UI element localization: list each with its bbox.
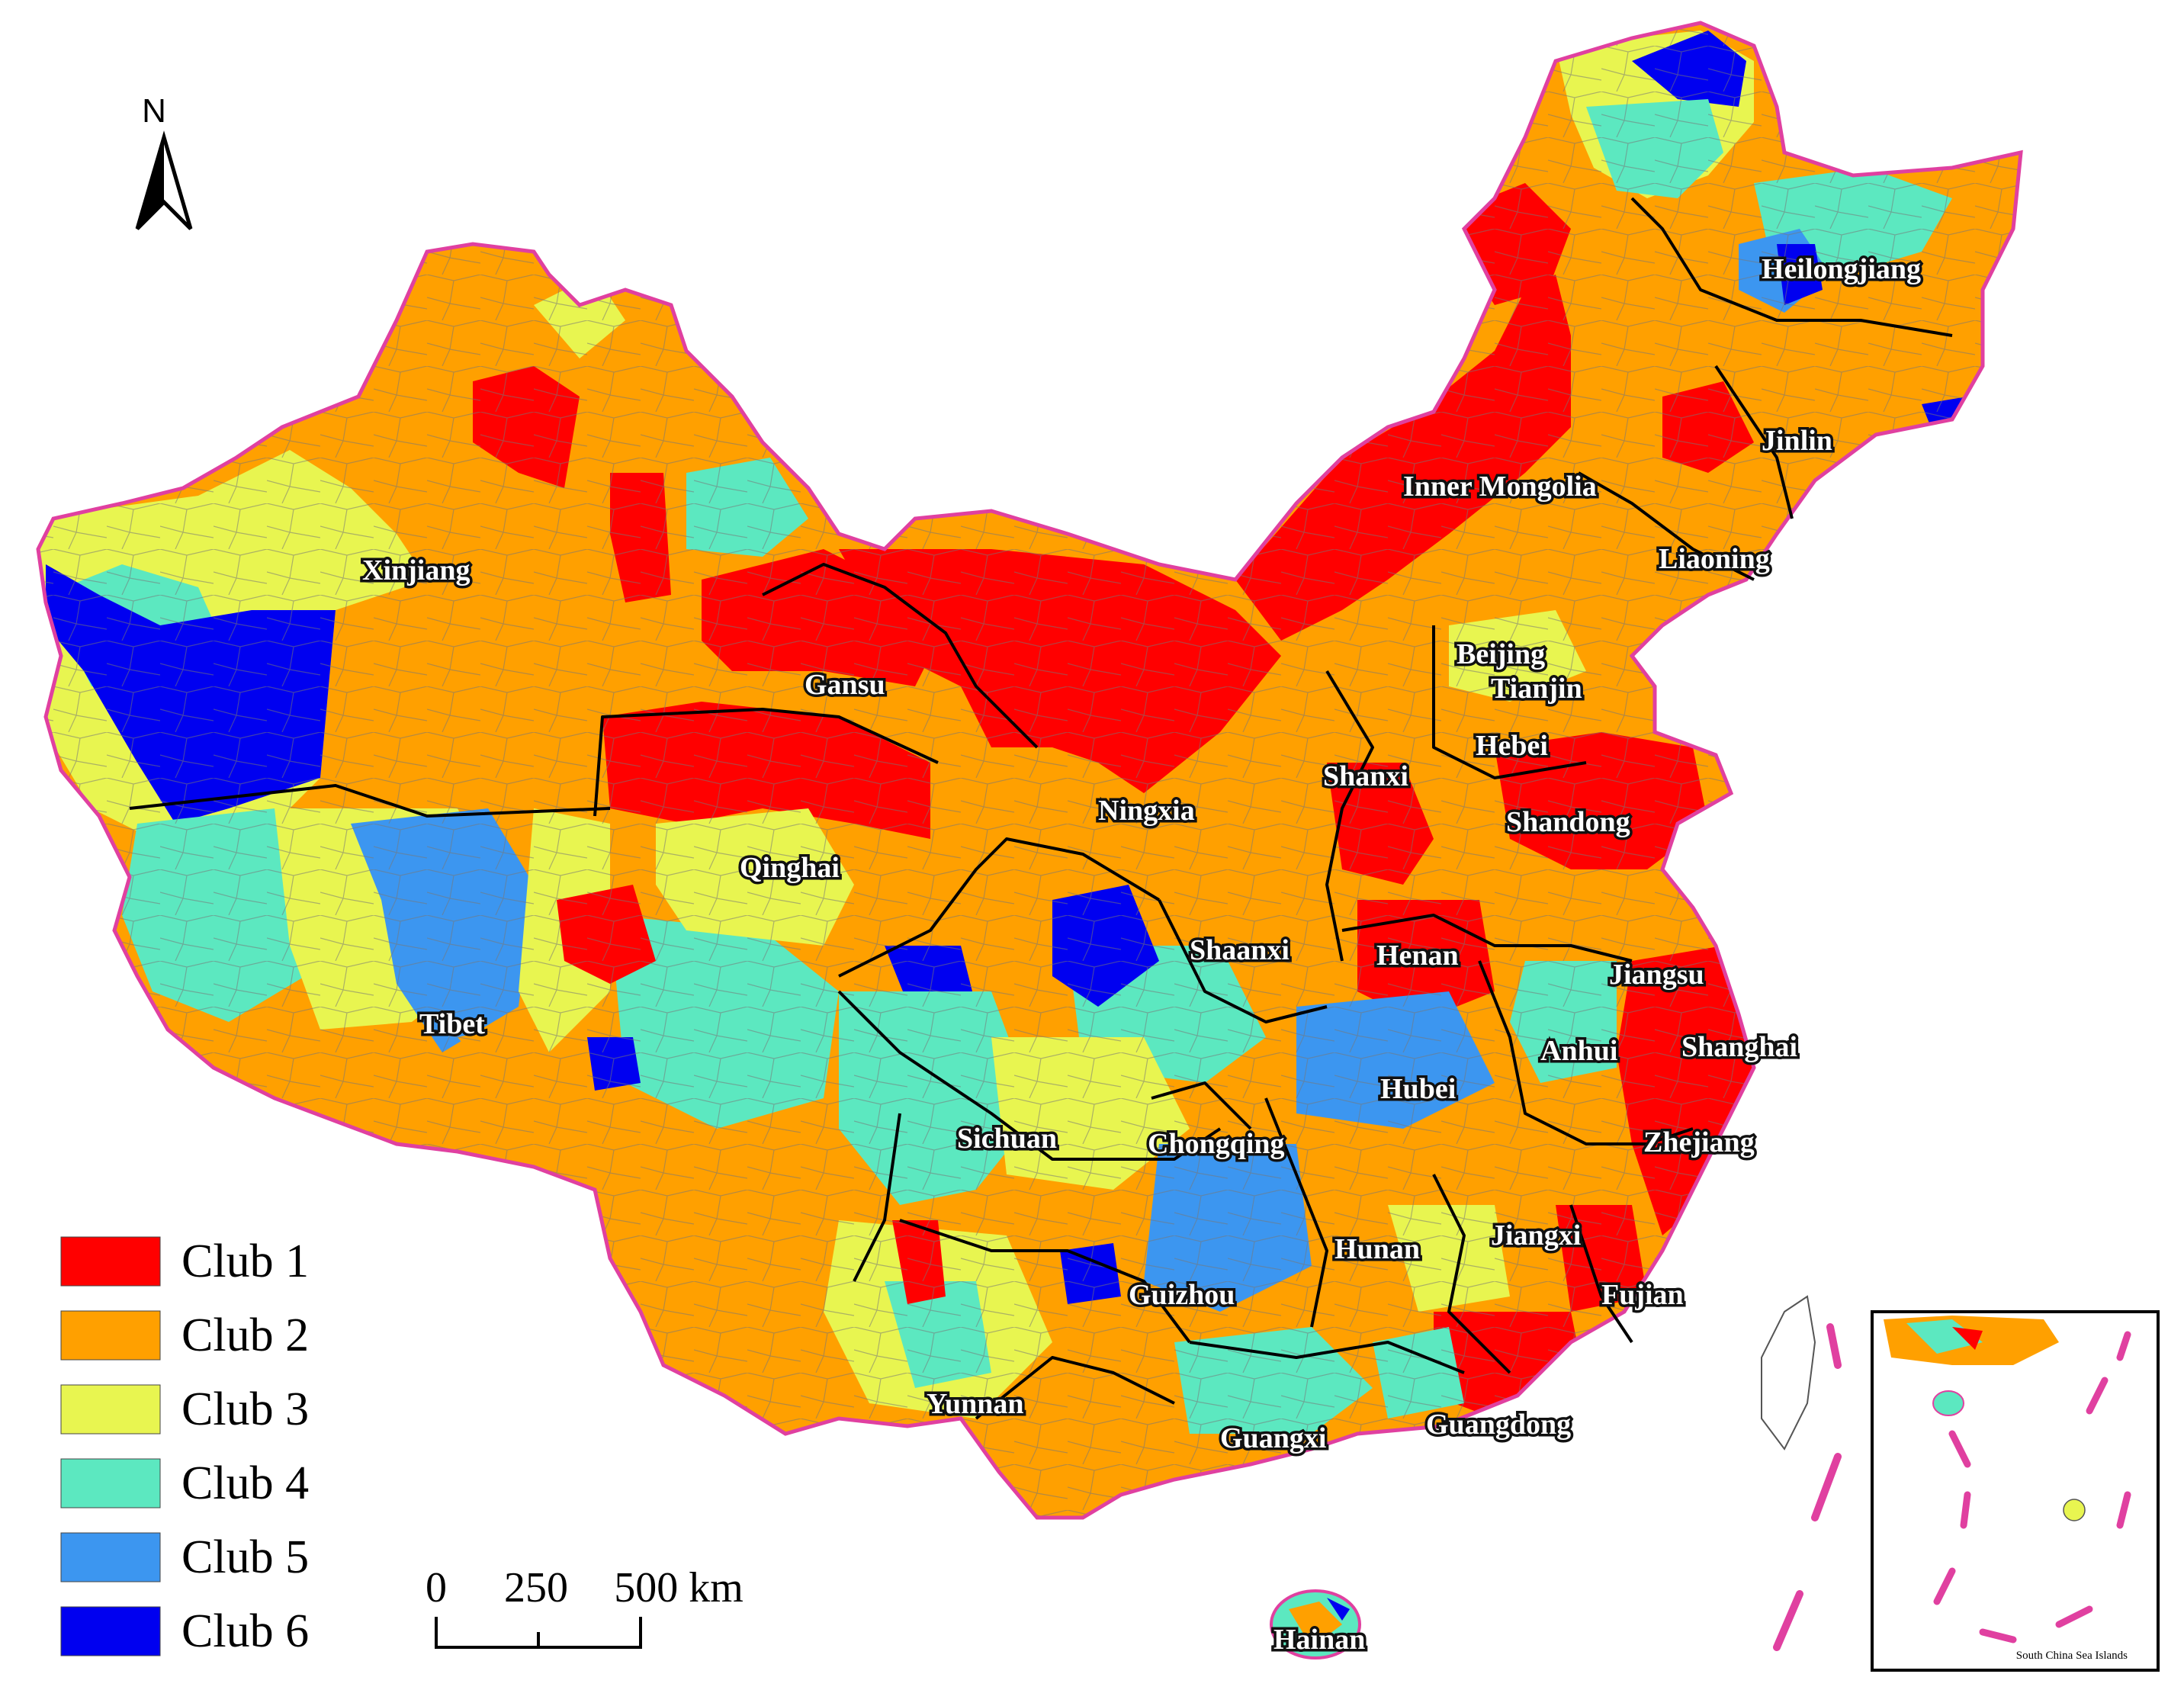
inset-label: South China Sea Islands: [2016, 1650, 2128, 1662]
label-jiangxi: Jiangxi: [1491, 1219, 1581, 1251]
label-shaanxi: Shaanxi: [1190, 934, 1290, 966]
taiwan-island: [1761, 1295, 1816, 1451]
scale-line: [435, 1617, 642, 1649]
scale-tick-0: 0: [426, 1564, 447, 1611]
legend-swatch-3: [60, 1384, 161, 1435]
label-chongqing: Chongqing: [1148, 1128, 1285, 1160]
label-guangdong: Guangdong: [1426, 1409, 1571, 1441]
scale-tick-500: 500 km: [614, 1564, 744, 1611]
label-inner-mongolia: Inner Mongolia: [1403, 471, 1597, 503]
label-shanghai: Shanghai: [1681, 1031, 1797, 1063]
legend-swatch-4: [60, 1458, 161, 1508]
legend-swatch-5: [60, 1532, 161, 1582]
north-label: N: [142, 92, 166, 130]
province-boundaries: [129, 197, 1953, 1420]
province-labels: Xinjiang Tibet Qinghai Gansu Inner Mongo…: [360, 251, 1924, 1659]
label-guizhou: Guizhou: [1129, 1279, 1235, 1311]
label-tianjin: Tianjin: [1491, 673, 1582, 705]
nine-dash-line: [1773, 1323, 1842, 1651]
legend-label-4: Club 4: [181, 1457, 309, 1509]
inset-south-china-sea: South China Sea Islands: [1871, 1310, 2160, 1672]
label-ningxia: Ningxia: [1098, 795, 1195, 827]
label-heilongjiang: Heilongjiang: [1762, 253, 1921, 285]
legend-label-5: Club 5: [181, 1531, 309, 1583]
legend-swatch-6: [60, 1606, 161, 1656]
label-shanxi: Shanxi: [1323, 760, 1408, 792]
label-tibet: Tibet: [419, 1008, 485, 1040]
label-gansu: Gansu: [805, 669, 885, 701]
legend-swatch-2: [60, 1310, 161, 1361]
label-xinjiang: Xinjiang: [362, 554, 470, 586]
legend-label-1: Club 1: [181, 1235, 309, 1287]
label-fujian: Fujian: [1601, 1279, 1684, 1311]
label-henan: Henan: [1376, 940, 1459, 972]
label-hunan: Hunan: [1334, 1233, 1420, 1265]
label-hebei: Hebei: [1476, 730, 1548, 762]
north-arrow-icon: N: [135, 92, 193, 230]
label-zhejiang: Zhejiang: [1643, 1126, 1755, 1158]
label-yunnan: Yunnan: [927, 1388, 1024, 1420]
legend-label-3: Club 3: [181, 1383, 309, 1435]
label-anhui: Anhui: [1540, 1035, 1617, 1067]
label-hubei: Hubei: [1380, 1073, 1456, 1105]
label-jinlin: Jinlin: [1762, 425, 1832, 457]
label-beijing: Beijing: [1457, 638, 1545, 670]
legend-label-6: Club 6: [181, 1605, 309, 1657]
label-jiangsu: Jiangsu: [1609, 959, 1704, 991]
hainan-island: [1270, 1589, 1361, 1659]
label-sichuan: Sichuan: [957, 1123, 1057, 1155]
label-shandong: Shandong: [1506, 806, 1630, 838]
legend: Club 1 Club 2 Club 3 Club 4 Club 5 Club 6: [60, 1235, 309, 1657]
legend-swatch-1: [60, 1236, 161, 1287]
scale-tick-250: 250: [504, 1564, 568, 1611]
label-guangxi: Guangxi: [1220, 1422, 1326, 1454]
label-hainan: Hainan: [1273, 1624, 1365, 1656]
legend-label-2: Club 2: [181, 1309, 309, 1361]
scale-bar: 0 250 500 km: [426, 1564, 744, 1649]
label-liaoning: Liaoning: [1659, 543, 1770, 575]
label-qinghai: Qinghai: [740, 852, 840, 884]
